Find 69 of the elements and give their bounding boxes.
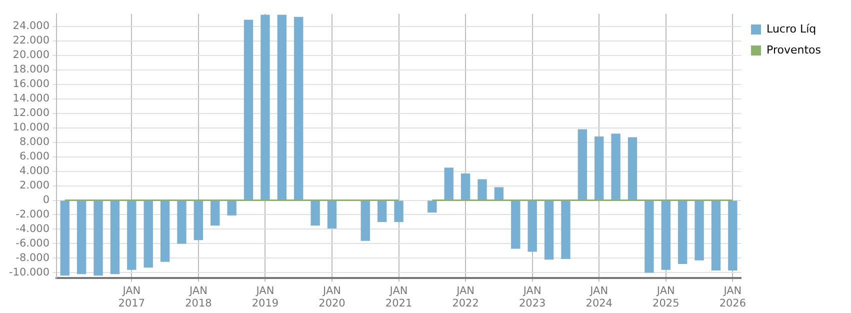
bar xyxy=(628,137,638,200)
bar xyxy=(611,134,620,200)
bar xyxy=(110,200,120,274)
x-tick-label: JAN 2024 xyxy=(586,284,613,310)
bar xyxy=(227,200,236,216)
bar xyxy=(594,136,604,200)
y-tick-label: -10.000 xyxy=(8,266,50,278)
bar xyxy=(310,200,320,226)
x-tick-label: JAN 2026 xyxy=(719,284,746,310)
bar xyxy=(661,200,670,270)
bar xyxy=(294,16,304,200)
y-tick-label: 22.000 xyxy=(12,34,50,47)
x-tick-label: JAN 2023 xyxy=(518,284,546,310)
bar xyxy=(711,200,721,271)
y-tick-label: 10.000 xyxy=(12,122,50,134)
bar xyxy=(478,179,487,200)
x-tick-label: JAN 2025 xyxy=(652,284,680,310)
bar xyxy=(144,200,153,268)
bar xyxy=(194,200,204,240)
bar xyxy=(544,200,554,260)
bar xyxy=(377,200,387,222)
bar xyxy=(528,200,537,252)
legend-label: Proventos xyxy=(766,43,822,56)
legend-label: Lucro Líq xyxy=(766,22,816,36)
x-tick-label: JAN 2021 xyxy=(385,284,412,310)
x-tick-label: JAN 2019 xyxy=(252,284,279,310)
y-tick-label: 20.000 xyxy=(12,49,50,62)
bar xyxy=(360,200,370,241)
bar xyxy=(244,20,254,200)
bar xyxy=(694,200,704,260)
bar xyxy=(511,200,520,249)
bar xyxy=(327,200,337,229)
bar xyxy=(494,187,504,200)
bar xyxy=(160,200,170,262)
y-tick-label: -4.000 xyxy=(16,222,50,235)
bar xyxy=(127,200,136,270)
bar xyxy=(210,200,220,226)
y-tick-label: 14.000 xyxy=(12,92,50,105)
y-tick-label: -8.000 xyxy=(16,252,50,264)
bar xyxy=(460,173,470,200)
bar xyxy=(394,200,404,222)
y-tick-label: 12.000 xyxy=(12,107,50,120)
y-tick-label: -6.000 xyxy=(16,237,50,250)
y-tick-label: -2.000 xyxy=(16,208,50,220)
bar xyxy=(444,168,454,200)
bar xyxy=(177,200,186,244)
bar xyxy=(94,200,103,276)
bar xyxy=(428,200,437,213)
y-tick-label: 4.000 xyxy=(19,165,50,177)
bar xyxy=(578,129,588,200)
y-tick-label: 2.000 xyxy=(19,179,50,192)
y-tick-label: 16.000 xyxy=(12,78,50,90)
y-tick-label: 18.000 xyxy=(12,64,50,76)
bar xyxy=(76,200,86,274)
x-tick-label: JAN 2022 xyxy=(452,284,479,310)
x-tick-label: JAN 2018 xyxy=(185,284,212,310)
bar xyxy=(277,14,287,200)
bar xyxy=(60,200,70,276)
y-tick-label: 0 xyxy=(42,194,50,206)
bar xyxy=(728,200,738,271)
bar xyxy=(260,14,270,200)
bar xyxy=(678,200,688,264)
y-tick-label: 24.000 xyxy=(12,20,50,32)
y-tick-label: 6.000 xyxy=(19,150,50,163)
bar xyxy=(561,200,570,259)
bar xyxy=(644,200,654,273)
x-tick-label: JAN 2017 xyxy=(118,284,146,310)
x-tick-label: JAN 2020 xyxy=(318,284,346,310)
y-tick-label: 8.000 xyxy=(19,136,50,148)
